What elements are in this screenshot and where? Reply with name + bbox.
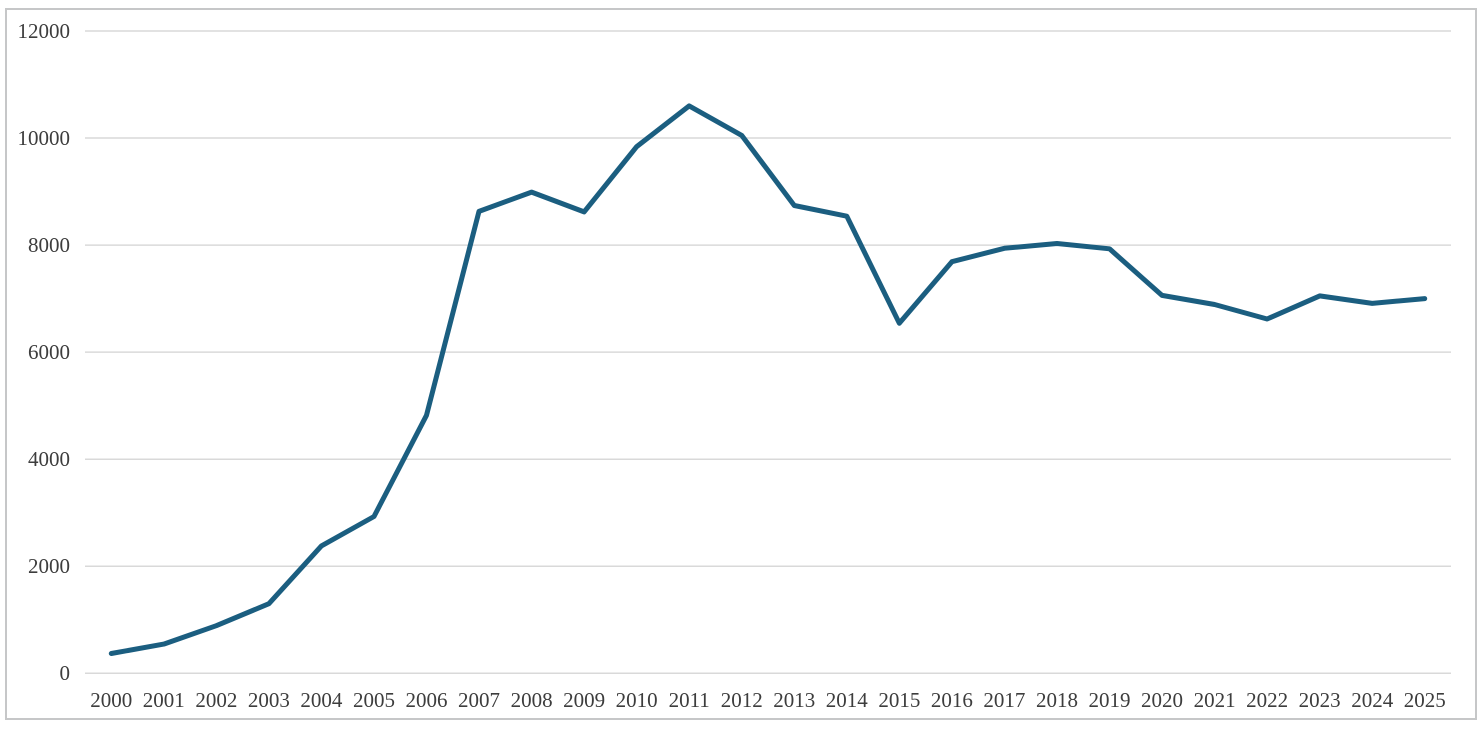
x-axis-tick-label: 2010: [615, 688, 658, 712]
x-axis-tick-label: 2008: [510, 688, 553, 712]
y-axis-tick-label: 12000: [17, 19, 71, 43]
x-axis-tick-label: 2016: [930, 688, 973, 712]
x-axis-tick-label: 2001: [142, 688, 185, 712]
x-axis-tick-label: 2019: [1088, 688, 1131, 712]
y-axis-tick-label: 8000: [28, 233, 70, 258]
y-axis-tick-label: 6000: [28, 340, 70, 365]
x-axis-tick-label: 2017: [983, 688, 1026, 712]
x-axis-tick-label: 2014: [825, 688, 868, 712]
data-series-line: [108, 103, 1428, 656]
x-axis-tick-label: 2025: [1403, 688, 1446, 712]
x-axis-tick-label: 2013: [773, 688, 816, 712]
x-axis-tick-label: 2020: [1141, 688, 1184, 712]
x-axis-tick-label: 2003: [247, 688, 290, 712]
x-axis-tick-label: 2023: [1298, 688, 1341, 712]
x-axis-tick-label: 2024: [1351, 688, 1394, 712]
x-axis-tick-label: 2015: [878, 688, 921, 712]
x-axis-tick-label: 2011: [668, 688, 710, 712]
chart-frame: [5, 8, 1477, 720]
x-axis-tick-label: 2012: [720, 688, 763, 712]
x-axis-tick-label: 2009: [563, 688, 606, 712]
x-axis-tick-label: 2018: [1035, 688, 1078, 712]
x-axis-tick-label: 2006: [405, 688, 448, 712]
x-axis-tick-label: 2000: [90, 688, 133, 712]
y-axis-tick-label: 4000: [28, 447, 70, 472]
x-axis-tick-label: 2005: [352, 688, 395, 712]
x-axis-tick-label: 2022: [1246, 688, 1289, 712]
x-axis-tick-label: 2002: [195, 688, 238, 712]
x-axis-tick-label: 2007: [458, 688, 501, 712]
y-axis-tick-label: 10000: [17, 126, 71, 151]
x-axis-tick-label: 2004: [300, 688, 343, 712]
y-axis-tick-label: 0: [59, 661, 71, 686]
x-axis-tick-label: 2021: [1193, 688, 1236, 712]
y-axis-tick-label: 2000: [28, 554, 70, 579]
